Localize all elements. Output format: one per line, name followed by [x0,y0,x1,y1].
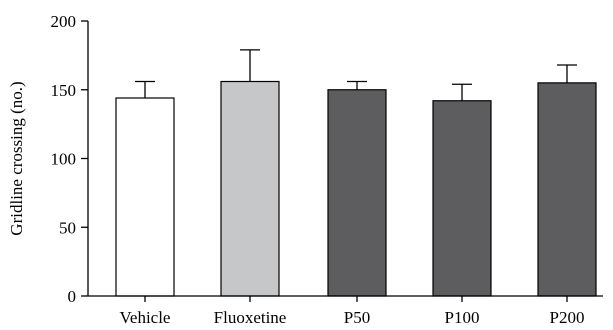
y-tick-label: 200 [51,12,77,31]
x-tick-label: P100 [445,308,480,327]
error-bars-layer [135,49,577,101]
bars-layer [115,80,597,297]
bar-p50 [327,89,387,297]
bar-p100 [432,100,492,297]
bar-p200 [537,82,597,297]
y-tick-label: 0 [68,287,77,306]
x-tick-label: P200 [550,308,585,327]
x-tick-labels-layer: Vehicle Fluoxetine P50 P100 P200 [120,296,585,327]
y-axis-title: Gridline crossing (no.) [7,81,26,235]
x-tick-label: Vehicle [120,308,171,327]
bar-vehicle [115,97,175,297]
bar-fluoxetine [220,80,280,297]
x-tick-label: Fluoxetine [214,308,287,327]
y-tick-label: 150 [51,81,77,100]
x-tick-label: P50 [344,308,370,327]
y-ticks-layer: 0 50 100 150 200 [51,12,88,306]
y-tick-label: 100 [51,150,77,169]
y-tick-label: 50 [59,218,76,237]
